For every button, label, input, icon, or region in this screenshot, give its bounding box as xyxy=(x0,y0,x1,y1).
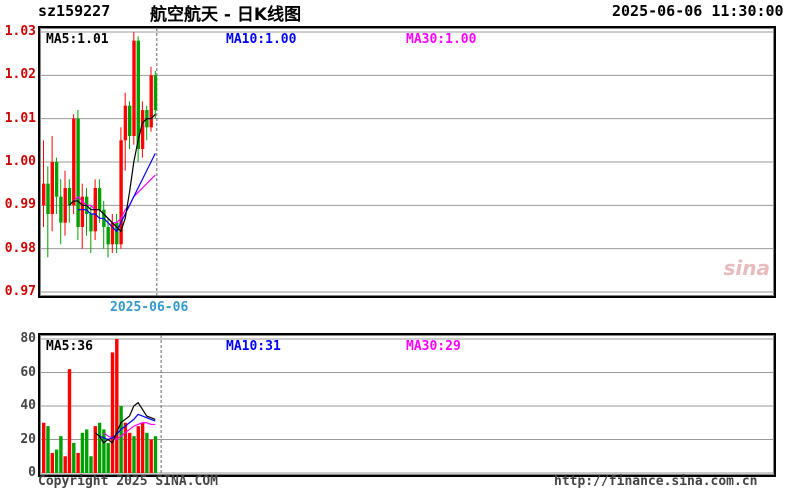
candle-body xyxy=(115,222,119,245)
volume-bar xyxy=(72,442,76,473)
price-ma30-label: MA30:1.00 xyxy=(406,32,477,47)
volume-bar xyxy=(42,422,46,473)
volume-bar xyxy=(76,452,80,473)
volume-bar xyxy=(132,436,136,473)
candle-body xyxy=(110,222,115,245)
volume-bar xyxy=(136,426,140,473)
candle-body xyxy=(46,183,50,214)
volume-bar xyxy=(67,369,72,473)
volume-bar xyxy=(153,436,158,473)
volume-y-tick: 0 xyxy=(28,465,36,480)
volume-bar xyxy=(110,352,115,473)
volume-chart-svg xyxy=(40,335,774,475)
volume-bar xyxy=(85,429,89,473)
price-y-tick: 1.02 xyxy=(4,67,36,83)
candle-body xyxy=(80,196,85,227)
volume-y-tick: 80 xyxy=(20,331,36,346)
volume-bar xyxy=(59,436,63,473)
volume-bar xyxy=(46,426,50,473)
candle-body xyxy=(123,105,128,141)
candle-body xyxy=(119,140,123,245)
volume-bar xyxy=(149,439,153,473)
candle-body xyxy=(50,162,54,214)
volume-chart-panel: MA5:36 MA10:31 MA30:29 xyxy=(38,333,776,477)
volume-bar xyxy=(106,442,110,473)
volume-bar xyxy=(50,452,54,473)
sina-watermark: sina xyxy=(723,256,771,280)
candle-body xyxy=(149,75,153,128)
volume-ma10-label: MA10:31 xyxy=(226,339,281,354)
candle-body xyxy=(128,105,132,136)
volume-bar xyxy=(63,456,67,473)
price-chart-svg xyxy=(40,28,774,296)
volume-bar xyxy=(97,422,102,473)
volume-y-tick: 20 xyxy=(20,431,36,447)
price-y-tick: 1.03 xyxy=(4,24,36,39)
price-ma10-line xyxy=(77,153,156,233)
candle-body xyxy=(106,227,110,245)
candle-body xyxy=(59,196,63,223)
volume-y-tick: 40 xyxy=(20,398,36,413)
volume-bar xyxy=(89,456,93,473)
price-y-tick: 1.00 xyxy=(4,154,36,169)
volume-bar xyxy=(102,429,106,473)
price-y-tick: 0.97 xyxy=(4,284,36,299)
source-url[interactable]: http://finance.sina.com.cn xyxy=(554,474,758,489)
candle-body xyxy=(136,40,140,149)
volume-ma10-line xyxy=(99,413,156,441)
price-ma10-label: MA10:1.00 xyxy=(226,32,297,47)
volume-bar xyxy=(115,339,119,473)
candle-body xyxy=(54,162,59,197)
candle-body xyxy=(63,188,67,223)
price-ma5-line xyxy=(68,113,156,233)
volume-bar xyxy=(93,426,97,473)
timestamp: 2025-06-06 11:30:00 xyxy=(612,2,784,20)
price-y-tick: 0.98 xyxy=(4,240,36,256)
symbol-code: sz159227 xyxy=(38,2,111,20)
volume-bar xyxy=(80,432,85,473)
candle-body xyxy=(67,188,72,206)
price-y-tick: 1.01 xyxy=(4,110,36,126)
chart-title: 航空航天 - 日K线图 xyxy=(150,5,302,25)
volume-y-tick: 60 xyxy=(20,364,36,380)
volume-bar xyxy=(145,432,149,473)
volume-ma5-label: MA5:36 xyxy=(46,339,93,354)
volume-bar xyxy=(128,432,132,473)
price-y-tick: 0.99 xyxy=(4,197,36,213)
candle-body xyxy=(72,118,76,206)
copyright-text: Copyright 2025 SINA.COM xyxy=(38,474,219,489)
candle-body xyxy=(76,118,80,227)
candle-body xyxy=(89,214,93,232)
candle-body xyxy=(132,40,136,136)
volume-ma5-line xyxy=(94,401,156,444)
date-label: 2025-06-06 xyxy=(110,300,189,315)
volume-bar xyxy=(119,406,123,473)
volume-ma30-label: MA30:29 xyxy=(406,339,461,354)
candle-body xyxy=(140,110,145,149)
candle-body xyxy=(153,75,158,110)
candle-body xyxy=(42,183,46,206)
candle-body xyxy=(97,188,102,210)
volume-bar xyxy=(123,422,128,473)
price-ma5-label: MA5:1.01 xyxy=(46,32,109,47)
volume-bar xyxy=(140,422,145,473)
volume-bar xyxy=(54,449,59,473)
price-chart-panel: MA5:1.01 MA10:1.00 MA30:1.00 sina xyxy=(38,26,776,298)
